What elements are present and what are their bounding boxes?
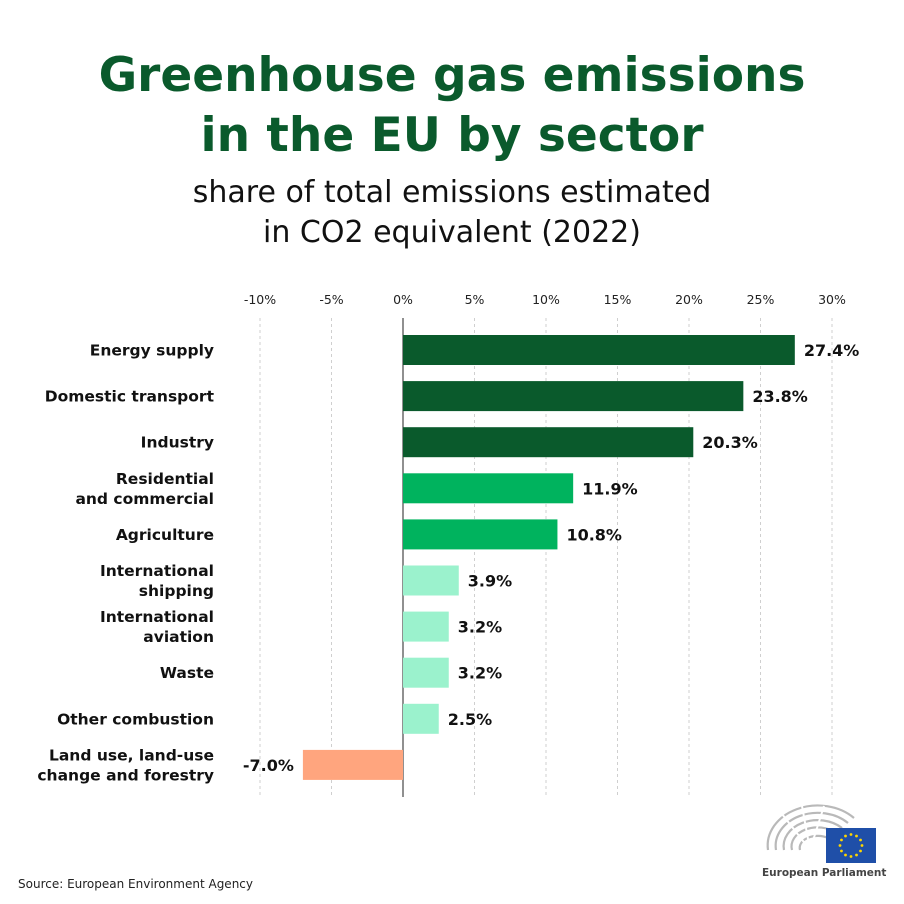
value-label: -7.0% [243, 756, 294, 775]
eu-star-icon [840, 849, 843, 853]
x-tick-label: 10% [532, 292, 560, 307]
category-label: Energy supply [90, 342, 214, 360]
eu-star-icon [849, 833, 853, 836]
hemicycle-icon [766, 804, 876, 863]
bar [403, 381, 744, 412]
source-note: Source: European Environment Agency [18, 877, 253, 891]
value-label: 20.3% [702, 433, 758, 452]
x-tick-label: -10% [244, 292, 276, 307]
bar [403, 427, 694, 458]
bar [302, 749, 403, 780]
eu-star-icon [840, 838, 843, 842]
bar [403, 473, 574, 504]
value-label: 2.5% [448, 710, 492, 729]
logo-text: European Parliament [762, 867, 887, 879]
eu-star-icon [849, 855, 853, 858]
title-line-2: in the EU by sector [200, 108, 704, 163]
x-tick-label: 25% [747, 292, 775, 307]
category-label: change and forestry [37, 766, 214, 784]
bar [403, 611, 449, 642]
value-label: 27.4% [804, 341, 860, 360]
value-label: 3.2% [458, 618, 502, 637]
category-label: aviation [143, 628, 214, 646]
x-tick-label: 20% [675, 292, 703, 307]
bar [403, 519, 558, 550]
category-label: International [100, 608, 214, 626]
category-label: Residential [116, 470, 214, 488]
x-tick-label: 15% [604, 292, 632, 307]
eu-star-icon [860, 844, 864, 847]
subtitle-line-1: share of total emissions estimated [192, 175, 712, 210]
value-label: 3.9% [468, 572, 512, 591]
bar [403, 657, 449, 688]
bar [403, 335, 795, 365]
subtitle-line-2: in CO2 equivalent (2022) [263, 215, 641, 250]
category-label: Other combustion [57, 710, 214, 728]
bar [403, 565, 459, 596]
category-label: shipping [139, 582, 214, 600]
category-label: Land use, land-use [49, 746, 214, 764]
x-tick-label: 30% [818, 292, 846, 307]
x-tick-label: -5% [319, 292, 343, 307]
category-label: Agriculture [116, 526, 214, 544]
category-label: Industry [141, 434, 214, 452]
bar [403, 703, 439, 734]
category-label: International [100, 562, 214, 580]
category-label: and commercial [75, 490, 214, 508]
eu-star-icon [859, 849, 862, 853]
category-label: Waste [160, 664, 214, 682]
value-label: 23.8% [752, 387, 808, 406]
eu-star-icon [855, 853, 858, 857]
european-parliament-logo: European Parliament [762, 800, 887, 882]
eu-star-icon [844, 834, 847, 838]
eu-star-icon [844, 853, 847, 857]
title-line-1: Greenhouse gas emissions [98, 48, 806, 103]
x-tick-label: 0% [393, 292, 413, 307]
value-label: 11.9% [582, 479, 638, 498]
value-label: 3.2% [458, 664, 502, 683]
eu-star-icon [855, 834, 858, 838]
eu-star-icon [859, 838, 862, 842]
value-label: 10.8% [566, 525, 622, 544]
eu-star-icon [838, 844, 842, 847]
x-tick-label: 5% [465, 292, 485, 307]
category-label: Domestic transport [45, 388, 215, 406]
